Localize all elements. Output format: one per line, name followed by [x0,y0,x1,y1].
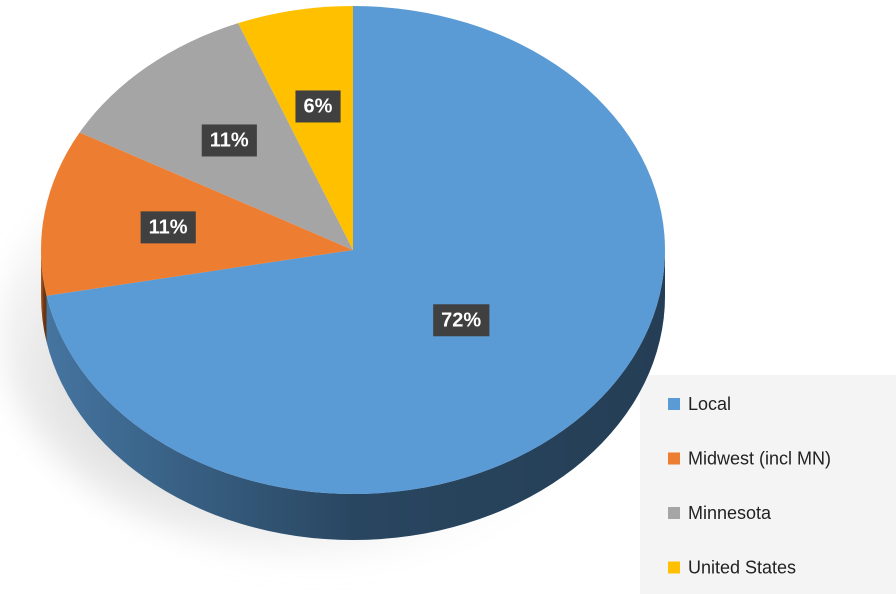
value-label: 11% [149,216,188,238]
value-label: 72% [441,309,481,331]
value-label-box [201,124,257,157]
legend-swatch [668,507,680,519]
value-label: 6% [303,95,332,117]
slice-side-shade [41,250,47,342]
legend-label: United States [688,557,796,577]
legend-label: Midwest (incl MN) [688,448,831,468]
slice-side-shade [46,250,666,541]
legend-swatch [668,452,680,465]
slice [238,6,353,250]
legend-swatch [668,561,680,574]
slice [41,132,353,296]
legend-box [640,375,896,594]
legend-swatch [668,398,680,410]
value-label-box [140,211,196,244]
value-label-box [433,304,490,337]
slice [46,6,666,494]
legend-label: Minnesota [688,503,772,523]
legend-label: Local [688,394,731,414]
value-label-box [295,90,341,123]
value-label: 11% [210,129,249,151]
